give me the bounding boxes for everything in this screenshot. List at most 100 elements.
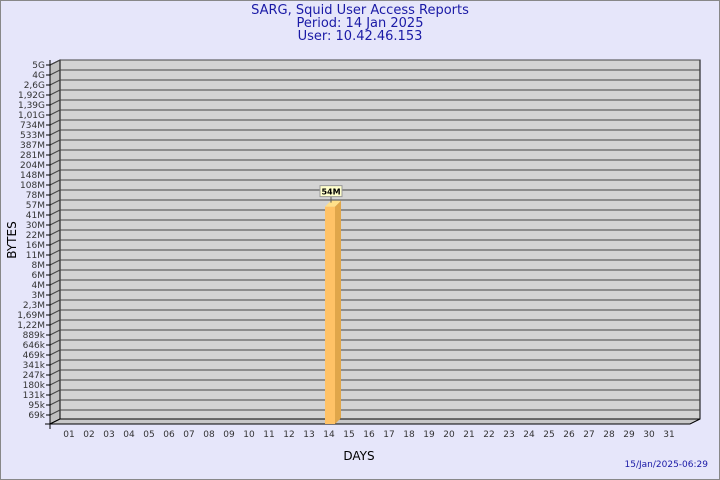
chart-user: User: 10.42.46.153 (297, 29, 423, 44)
x-tick-label: 21 (463, 430, 474, 440)
grid-line-side (49, 209, 61, 216)
x-tick-label: 13 (303, 430, 314, 440)
grid-line-side (49, 79, 61, 86)
grid-line-side (49, 269, 61, 276)
y-tick-label: 247k (23, 371, 46, 381)
grid-line-side (49, 279, 61, 286)
y-tick-label: 4G (32, 71, 45, 81)
y-tick-label: 57M (26, 201, 45, 211)
bar-day-14 (325, 206, 335, 424)
y-tick-label: 180k (23, 381, 46, 391)
x-tick-label: 14 (323, 430, 335, 440)
grid-line-side (49, 99, 61, 106)
x-tick-label: 02 (83, 430, 94, 440)
y-tick-label: 1,01G (18, 111, 45, 121)
y-tick-label: 148M (20, 171, 45, 181)
grid-line-side (49, 259, 61, 266)
x-tick-label: 16 (363, 430, 375, 440)
y-tick-label: 22M (26, 231, 45, 241)
chart-period: Period: 14 Jan 2025 (296, 16, 424, 31)
y-tick-label: 69k (28, 411, 45, 421)
x-tick-label: 28 (603, 430, 615, 440)
y-tick-label: 16M (26, 241, 45, 251)
y-tick-label: 646k (23, 341, 46, 351)
y-tick-label: 5G (32, 61, 45, 71)
x-tick-label: 20 (443, 430, 455, 440)
grid-line-side (49, 69, 61, 76)
x-tick-label: 23 (503, 430, 514, 440)
grid-line-side (49, 239, 61, 246)
x-tick-label: 22 (483, 430, 494, 440)
grid-line-side (49, 89, 61, 96)
y-tick-label: 3M (32, 291, 46, 301)
x-tick-label: 09 (223, 430, 235, 440)
y-tick-label: 341k (23, 361, 46, 371)
grid-line-side (49, 139, 61, 146)
bar-side (335, 200, 341, 424)
y-tick-label: 533M (20, 131, 45, 141)
y-tick-label: 8M (32, 261, 46, 271)
grid-line-side (49, 149, 61, 156)
x-tick-label: 08 (203, 430, 215, 440)
y-tick-label: 2,6G (24, 81, 45, 91)
x-tick-label: 05 (143, 430, 154, 440)
x-tick-label: 06 (163, 430, 175, 440)
x-tick-label: 27 (583, 430, 594, 440)
y-tick-label: 734M (20, 121, 45, 131)
x-tick-label: 17 (383, 430, 394, 440)
grid-line-side (49, 169, 61, 176)
x-tick-label: 19 (423, 430, 435, 440)
grid-line-side (49, 129, 61, 136)
data-label: 54M (321, 188, 340, 197)
grid-line-side (49, 179, 61, 186)
grid-line-side (49, 329, 61, 336)
x-tick-label: 24 (523, 430, 535, 440)
y-tick-label: 131k (23, 391, 46, 401)
bar-top (325, 200, 341, 207)
y-tick-label: 281M (20, 151, 45, 161)
y-tick-label: 1,22M (17, 321, 45, 331)
grid-line-side (49, 119, 61, 126)
plot-floor (49, 418, 701, 425)
x-axis-title: DAYS (343, 449, 374, 463)
grid-line-side (49, 319, 61, 326)
y-tick-label: 1,92G (18, 91, 45, 101)
grid-line-side (49, 289, 61, 296)
x-tick-label: 10 (243, 430, 255, 440)
grid-line-side (49, 339, 61, 346)
y-tick-label: 30M (26, 221, 45, 231)
chart-title: SARG, Squid User Access Reports (251, 3, 469, 18)
x-tick-label: 01 (63, 430, 74, 440)
grid-line-side (49, 359, 61, 366)
grid-line-side (49, 199, 61, 206)
y-tick-label: 108M (20, 181, 45, 191)
x-tick-label: 07 (183, 430, 194, 440)
grid-line-side (49, 249, 61, 256)
grid-line-side (49, 409, 61, 416)
x-tick-label: 12 (283, 430, 294, 440)
x-tick-label: 26 (563, 430, 575, 440)
y-tick-label: 41M (26, 211, 45, 221)
y-tick-label: 204M (20, 161, 45, 171)
y-axis-title: BYTES (5, 221, 19, 258)
grid-line-side (49, 299, 61, 306)
grid-line-side (49, 379, 61, 386)
y-tick-label: 387M (20, 141, 45, 151)
y-tick-label: 1,69M (17, 311, 45, 321)
y-tick-label: 1,39G (18, 101, 45, 111)
y-tick-label: 2,3M (23, 301, 45, 311)
x-tick-label: 04 (123, 430, 135, 440)
x-tick-label: 03 (103, 430, 114, 440)
y-tick-label: 95k (28, 401, 45, 411)
y-tick-label: 11M (26, 251, 45, 261)
grid-line-side (49, 219, 61, 226)
y-tick-label: 889k (23, 331, 46, 341)
grid-line-side (49, 229, 61, 236)
grid-line-side (49, 189, 61, 196)
x-tick-label: 15 (343, 430, 354, 440)
x-tick-label: 25 (543, 430, 554, 440)
x-tick-label: 11 (263, 430, 274, 440)
y-tick-label: 6M (32, 271, 46, 281)
report-timestamp: 15/Jan/2025-06:29 (624, 460, 708, 470)
